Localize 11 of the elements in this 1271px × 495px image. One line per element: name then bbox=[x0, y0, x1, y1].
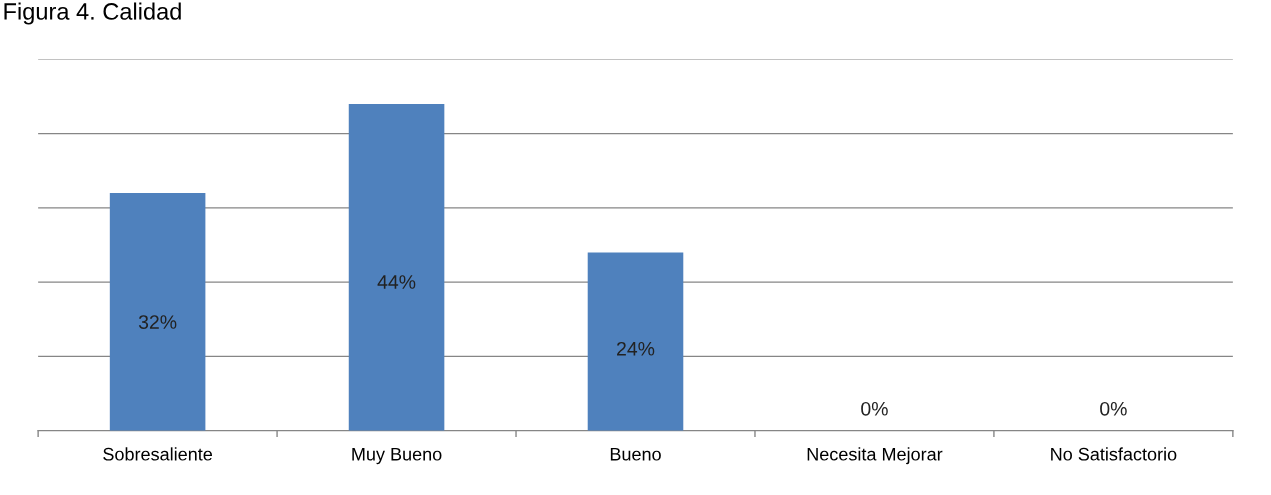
data-label: 0% bbox=[1100, 401, 1127, 416]
data-label: 44% bbox=[377, 275, 416, 289]
x-tick-label: Bueno bbox=[610, 447, 661, 461]
data-label: 24% bbox=[617, 341, 655, 356]
x-tick-label: Necesita Mejorar bbox=[807, 447, 943, 465]
chart-title: Figura 4. Calidad bbox=[4, 2, 181, 25]
x-tick-label: Sobresaliente bbox=[103, 447, 213, 461]
x-tick-label: Muy Bueno bbox=[352, 447, 442, 465]
x-tick-label: No Satisfactorio bbox=[1051, 447, 1177, 461]
data-label: 0% bbox=[861, 401, 888, 416]
data-label: 32% bbox=[138, 315, 177, 329]
